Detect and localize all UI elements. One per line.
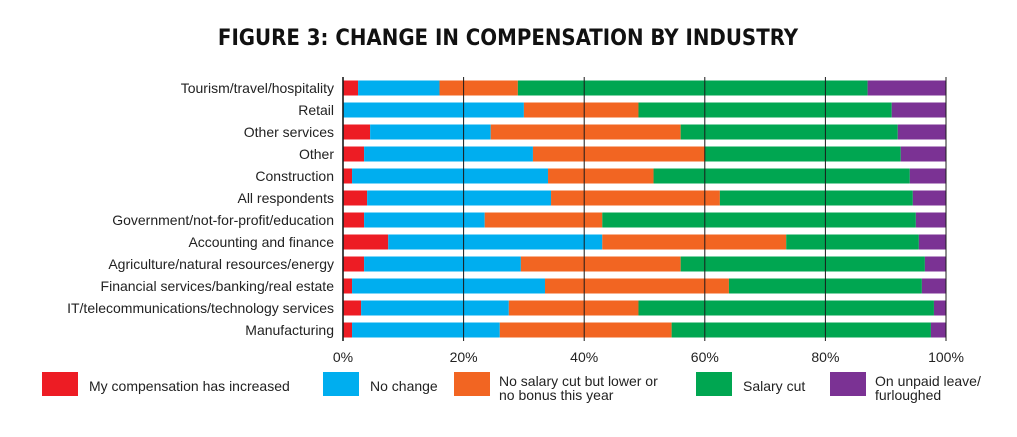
bar-segment (343, 212, 365, 228)
bar-segment (370, 124, 491, 140)
bar-segment (545, 278, 729, 294)
legend-item: My compensation has increased (42, 372, 290, 396)
bar-segment (680, 124, 898, 140)
category-label: Other services (244, 124, 334, 140)
bar-segment (358, 80, 440, 96)
bar-segment (548, 168, 654, 184)
legend-label: No change (370, 378, 438, 394)
bar-segment (343, 234, 389, 250)
bar-segment (867, 80, 946, 96)
bar-segment (508, 300, 639, 316)
bar-segment (367, 190, 552, 206)
plot-area: Tourism/travel/hospitality Retail Other se… (67, 77, 964, 365)
bar-segment (680, 256, 925, 272)
legend-label: Salary cut (743, 378, 805, 394)
bar-segment (897, 124, 946, 140)
bar-segment (602, 234, 787, 250)
category-label: Accounting and finance (188, 234, 334, 250)
bar-segment (499, 322, 672, 338)
bar-segment (653, 168, 910, 184)
bar-segment (704, 146, 901, 162)
bar-segment (532, 146, 705, 162)
bar-segment (352, 322, 500, 338)
bar-segment (523, 102, 639, 118)
bar-segment (352, 278, 546, 294)
bar-segment (343, 190, 368, 206)
bar-segment (551, 190, 720, 206)
x-tick-label: 100% (928, 349, 964, 365)
legend-label-line: no bonus this year (499, 387, 614, 403)
legend-swatch (830, 372, 866, 396)
bar-segment (930, 322, 946, 338)
bar-segment (638, 300, 934, 316)
category-label: IT/telecommunications/technology service… (67, 300, 334, 316)
category-label: Tourism/travel/hospitality (181, 80, 334, 96)
bar-segment (671, 322, 931, 338)
legend-label-line: furloughed (875, 387, 941, 403)
category-label: Financial services/banking/real estate (101, 278, 335, 294)
category-label: Agriculture/natural resources/energy (108, 256, 334, 272)
bar-segment (602, 212, 916, 228)
bar-segment (915, 212, 946, 228)
bar-segment (343, 168, 353, 184)
category-label: All respondents (237, 190, 334, 206)
bar-segment (343, 322, 353, 338)
bar-segment (343, 146, 365, 162)
legend-label: On unpaid leave/furloughed (875, 373, 981, 403)
x-tick-label: 0% (333, 349, 353, 365)
x-tick-label: 80% (811, 349, 839, 365)
bar-segment (924, 256, 946, 272)
bar-segment (786, 234, 919, 250)
bar-segment (719, 190, 913, 206)
bar-segment (484, 212, 603, 228)
legend: My compensation has increased No change No… (42, 372, 981, 403)
bar-segment (364, 146, 533, 162)
bar-segment (343, 278, 353, 294)
bar-segment (900, 146, 946, 162)
legend-swatch (42, 372, 78, 396)
x-tick-label: 20% (450, 349, 478, 365)
category-label: Manufacturing (245, 322, 334, 338)
bar-segment (343, 256, 365, 272)
legend-label: My compensation has increased (89, 378, 290, 394)
chart-title: FIGURE 3: CHANGE IN COMPENSATION BY INDU… (218, 26, 799, 51)
bar-segment (364, 256, 521, 272)
category-label: Retail (298, 102, 334, 118)
legend-item: No salary cut but lower or no bonus this … (454, 372, 658, 403)
category-label: Government/not-for-profit/education (112, 212, 334, 228)
bar-segment (912, 190, 946, 206)
legend-swatch (454, 372, 490, 396)
bar-segment (343, 124, 371, 140)
bar-segment (490, 124, 681, 140)
bar-segment (352, 168, 549, 184)
bar-segment (361, 300, 509, 316)
bar-segment (343, 300, 362, 316)
bar-segment (364, 212, 485, 228)
x-tick-label: 40% (570, 349, 598, 365)
bar-segment (909, 168, 946, 184)
legend-item: No change (323, 372, 438, 396)
category-label: Other (299, 146, 334, 162)
x-tick-label: 60% (691, 349, 719, 365)
legend-label: No salary cut but lower or no bonus this … (499, 373, 658, 403)
bar-segment (520, 256, 681, 272)
legend-swatch (696, 372, 732, 396)
legend-item: On unpaid leave/furloughed (830, 372, 981, 403)
bar-segment (918, 234, 946, 250)
bar-segment (388, 234, 603, 250)
bar-segment (517, 80, 868, 96)
bar-segment (343, 80, 359, 96)
bar-segment (439, 80, 518, 96)
bar-segment (921, 278, 946, 294)
bar-segment (933, 300, 946, 316)
legend-label-line: On unpaid leave/ (875, 373, 981, 389)
category-label: Construction (255, 168, 334, 184)
legend-swatch (323, 372, 359, 396)
bar-segment (343, 102, 524, 118)
bar-segment (638, 102, 892, 118)
legend-label-line: No salary cut but lower or (499, 373, 658, 389)
legend-item: Salary cut (696, 372, 805, 396)
bar-segment (891, 102, 946, 118)
